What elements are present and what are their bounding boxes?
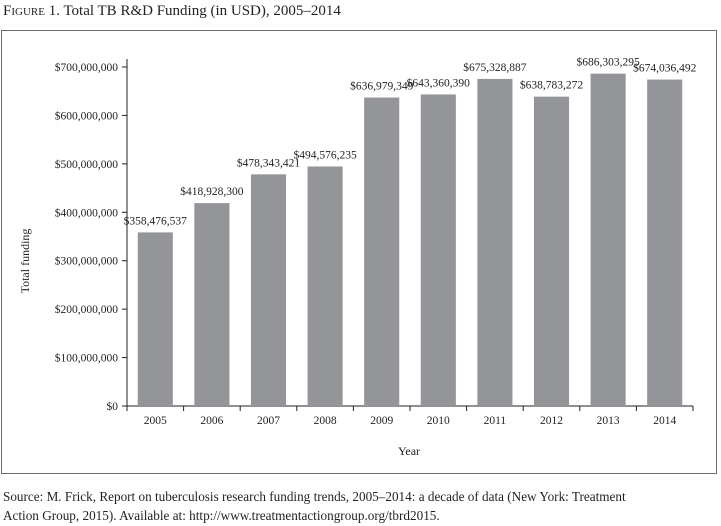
data-label-2005: $358,476,537 <box>124 214 188 227</box>
data-labels: $358,476,537 $418,928,300 $478,343,421$494… <box>124 56 697 228</box>
y-axis: $0 $100,000,000 $200,000,000 $300,000,000 $4… <box>55 59 128 413</box>
x-tick-label: 2008 <box>314 415 337 427</box>
x-axis-label: Year <box>398 444 420 458</box>
y-tick-label: $200,000,000 <box>55 303 119 316</box>
x-tick-label: 2012 <box>540 415 563 427</box>
bar-series <box>137 73 683 406</box>
x-tick-label: 2006 <box>200 415 223 427</box>
chart-frame: $0 $100,000,000 $200,000,000 $300,000,000 $4… <box>1 30 717 474</box>
x-tick-label: 2010 <box>427 415 450 427</box>
figure-title-text: Total TB R&D Funding (in USD), 2005–2014 <box>63 3 341 19</box>
x-tick-label: 2011 <box>484 415 507 427</box>
bar-chart: $0 $100,000,000 $200,000,000 $300,000,000 $4… <box>18 56 697 458</box>
x-tick-label: 2005 <box>144 415 167 427</box>
data-label-2008: $494,576,235 <box>293 148 357 161</box>
figure-label: Figure 1. <box>3 3 60 19</box>
bar-2005 <box>137 232 173 406</box>
bar-2010 <box>420 94 456 406</box>
y-tick-label: $0 <box>107 400 119 413</box>
x-tick-label: 2007 <box>257 415 280 427</box>
bar-2012 <box>533 96 570 406</box>
y-tick-label: $400,000,000 <box>55 206 119 219</box>
data-label-2010: $643,360,390 <box>407 76 471 89</box>
x-axis: 2005 2006 2007 2008 2009 2010 2011 2012 2013 2014 <box>126 405 694 427</box>
y-tick-label: $600,000,000 <box>55 109 119 122</box>
data-label-2013: $686,303,295 <box>576 56 640 69</box>
bar-2009 <box>364 97 400 406</box>
bar-2008 <box>307 166 343 406</box>
bar-2011 <box>477 78 513 406</box>
source-line-1: Source: M. Frick, Report on tuberculosis… <box>3 489 626 504</box>
bar-2007 <box>250 174 287 406</box>
x-tick-label: 2009 <box>370 415 393 427</box>
source-note: Source: M. Frick, Report on tuberculosis… <box>3 487 715 525</box>
data-label-2012: $638,783,272 <box>520 79 584 92</box>
data-label-2006: $418,928,300 <box>180 185 244 198</box>
y-tick-label: $300,000,000 <box>55 255 119 268</box>
data-label-2011: $675,328,887 <box>463 61 527 74</box>
data-label-2014: $674,036,492 <box>633 62 697 75</box>
data-label-2007: $478,343,421 <box>237 156 301 169</box>
bar-2014 <box>647 79 683 406</box>
bar-2006 <box>194 203 230 406</box>
y-tick-label: $700,000,000 <box>55 61 119 74</box>
y-axis-label: Total funding <box>18 229 32 294</box>
y-tick-label: $500,000,000 <box>55 158 119 171</box>
data-label-2009: $636,979,349 <box>350 80 414 93</box>
x-tick-label: 2013 <box>597 415 620 427</box>
x-tick-label: 2014 <box>653 415 676 427</box>
y-tick-label: $100,000,000 <box>55 352 119 365</box>
bar-2013 <box>590 73 626 406</box>
source-line-2: Action Group, 2015). Available at: http:… <box>3 508 440 523</box>
figure-title: Figure 1. Total TB R&D Funding (in USD),… <box>3 3 341 20</box>
